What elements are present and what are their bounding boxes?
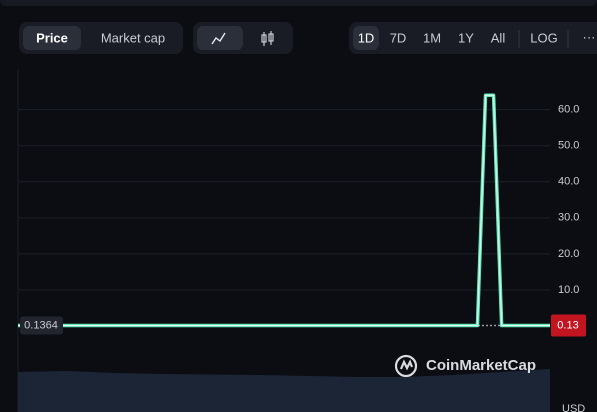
y-tick-label: 20.0 xyxy=(558,248,579,260)
price-line-glow xyxy=(18,93,550,328)
y-tick-label: 50.0 xyxy=(558,140,579,152)
price-line xyxy=(18,94,550,327)
range-active[interactable] xyxy=(353,26,379,50)
log-button[interactable]: LOG xyxy=(530,30,557,45)
reference-label: 0.1364 xyxy=(24,319,58,331)
y-tick-label: 30.0 xyxy=(558,212,579,224)
range-button[interactable]: 1Y xyxy=(458,30,474,45)
currency-label: USD xyxy=(562,403,585,412)
reference-label-bg xyxy=(20,316,63,335)
line-button[interactable] xyxy=(197,26,243,50)
top-panel-edge xyxy=(0,0,597,6)
range-button[interactable]: 7D xyxy=(390,30,407,45)
tab-active[interactable] xyxy=(23,26,81,50)
y-tick-label: 10.0 xyxy=(558,284,579,296)
y-tick-label: 40.0 xyxy=(558,176,579,188)
more-button[interactable]: ··· xyxy=(583,29,596,44)
range-button[interactable]: 1D xyxy=(358,30,375,45)
line-icon xyxy=(211,32,226,45)
current-price-bg xyxy=(551,314,586,337)
range-group xyxy=(349,22,597,54)
current-price-label: 0.13 xyxy=(557,319,578,331)
range-button[interactable]: 1M xyxy=(423,30,441,45)
range-button[interactable]: All xyxy=(491,30,506,45)
volume-area xyxy=(18,369,550,412)
candle-icon[interactable] xyxy=(261,31,274,46)
tab-market-cap[interactable]: Market cap xyxy=(101,30,165,45)
y-tick-label: 60.0 xyxy=(558,104,579,116)
watermark: CoinMarketCap xyxy=(426,357,536,374)
tab-price[interactable]: Price xyxy=(36,30,68,45)
watermark-logo xyxy=(394,354,418,378)
